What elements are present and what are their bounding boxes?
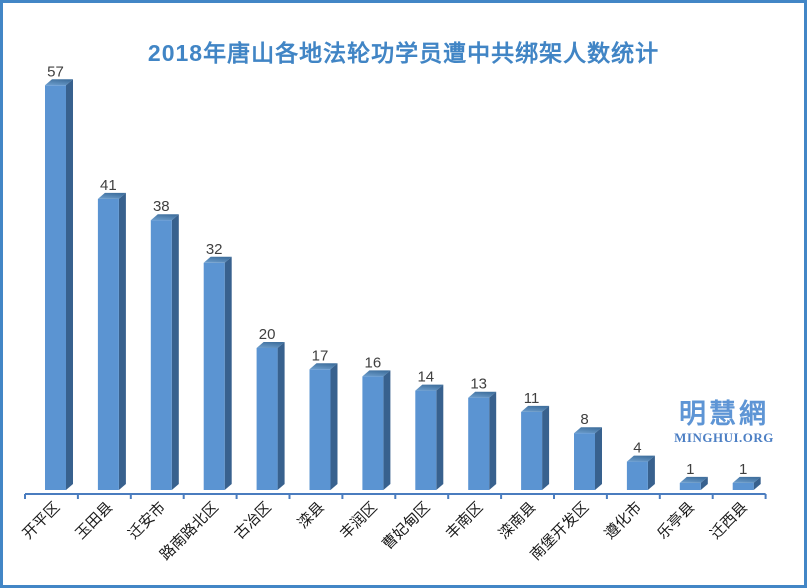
category-label: 遵化市 (601, 498, 646, 543)
bar-group: 8 (574, 411, 602, 490)
bar-value-label: 57 (47, 63, 64, 80)
bar-top-face (732, 476, 761, 483)
bar-side-face (436, 384, 444, 490)
bar-front-face (574, 433, 595, 490)
bar-top-face (309, 363, 338, 370)
bar-value-label: 41 (100, 177, 117, 194)
chart-title: 2018年唐山各地法轮功学员遭中共绑架人数统计 (147, 40, 660, 66)
bar-side-face (118, 192, 126, 490)
bar-side-face (277, 342, 285, 490)
bar-side-face (330, 363, 338, 490)
bar-value-label: 20 (259, 326, 276, 343)
bar-group: 4 (626, 440, 655, 490)
category-label: 开平区 (19, 499, 63, 543)
category-label: 乐亭县 (654, 498, 699, 543)
bar-side-face (489, 391, 497, 490)
bar-front-face (97, 198, 119, 490)
minghui-logo-text: 明慧網 (679, 399, 769, 429)
x-axis (24, 493, 767, 499)
minghui-watermark: 明慧網 MINGHUI.ORG (664, 399, 784, 445)
bar-top-face (679, 476, 708, 483)
bar-front-face (150, 220, 172, 490)
bar-front-face (626, 461, 648, 490)
bar-value-label: 1 (739, 461, 747, 478)
category-label: 古冶区 (231, 499, 275, 543)
bar-group: 32 (203, 241, 232, 490)
category-label: 丰南区 (443, 499, 487, 543)
bar-top-face (415, 384, 444, 391)
bar-side-face (753, 476, 761, 490)
bar-side-face (383, 370, 391, 490)
bar-front-face (679, 482, 701, 490)
bar-front-face (45, 85, 66, 491)
bar-value-label: 4 (633, 440, 641, 457)
bar-group: 20 (256, 326, 285, 490)
category-label: 滦县 (294, 498, 328, 532)
bar-group: 14 (415, 369, 444, 490)
bar-value-label: 1 (686, 461, 694, 478)
bar-group: 57 (45, 63, 73, 491)
bar-group: 16 (362, 354, 391, 490)
bar-value-label: 8 (580, 411, 588, 428)
bar-front-face (521, 411, 543, 490)
bar-group: 1 (679, 461, 708, 490)
bar-group: 11 (521, 390, 550, 490)
bar-top-face (256, 342, 285, 348)
bar-value-label: 38 (153, 198, 170, 215)
bar-side-face (542, 405, 550, 490)
bar-side-face (171, 214, 179, 490)
bar-value-label: 16 (365, 354, 382, 371)
bar-side-face (700, 476, 708, 490)
bar-top-face (574, 427, 602, 434)
bar-front-face (309, 369, 331, 490)
bar-top-face (203, 256, 232, 263)
bar-top-face (626, 455, 655, 462)
category-label: 滦南县 (495, 498, 540, 543)
bar-top-face (521, 405, 550, 412)
bar-front-face (415, 390, 437, 490)
bar-group: 38 (150, 198, 179, 490)
bar-group: 17 (309, 347, 338, 490)
bar-front-face (468, 397, 490, 490)
bar-top-face (150, 214, 179, 221)
bar-top-face (45, 79, 73, 86)
category-label: 玉田县 (72, 499, 116, 543)
bar-top-face (468, 391, 497, 398)
minghui-url-text: MINGHUI.ORG (674, 430, 774, 445)
bar-top-face (97, 192, 126, 199)
bar-side-face (595, 427, 602, 490)
bar-side-face (647, 455, 655, 490)
bar-front-face (362, 376, 384, 490)
bar-value-label: 14 (417, 369, 434, 386)
bar-side-face (224, 256, 232, 490)
category-label: 丰润区 (337, 499, 381, 543)
category-label: 曹妃甸区 (379, 499, 433, 553)
bar-value-label: 32 (206, 241, 223, 258)
bar-top-face (362, 370, 391, 377)
bar-value-label: 17 (312, 347, 329, 364)
bar-group: 41 (97, 177, 126, 490)
bar-front-face (256, 348, 278, 490)
category-label: 迁西县 (707, 499, 751, 543)
bar-value-label: 11 (524, 390, 540, 407)
bar-side-face (66, 79, 73, 491)
bar-group: 1 (732, 461, 761, 490)
category-label: 迁安市 (125, 499, 169, 543)
bar-group: 13 (468, 376, 497, 490)
bar-value-label: 13 (470, 376, 487, 393)
bar-front-face (732, 482, 754, 490)
bar-front-face (203, 262, 225, 490)
